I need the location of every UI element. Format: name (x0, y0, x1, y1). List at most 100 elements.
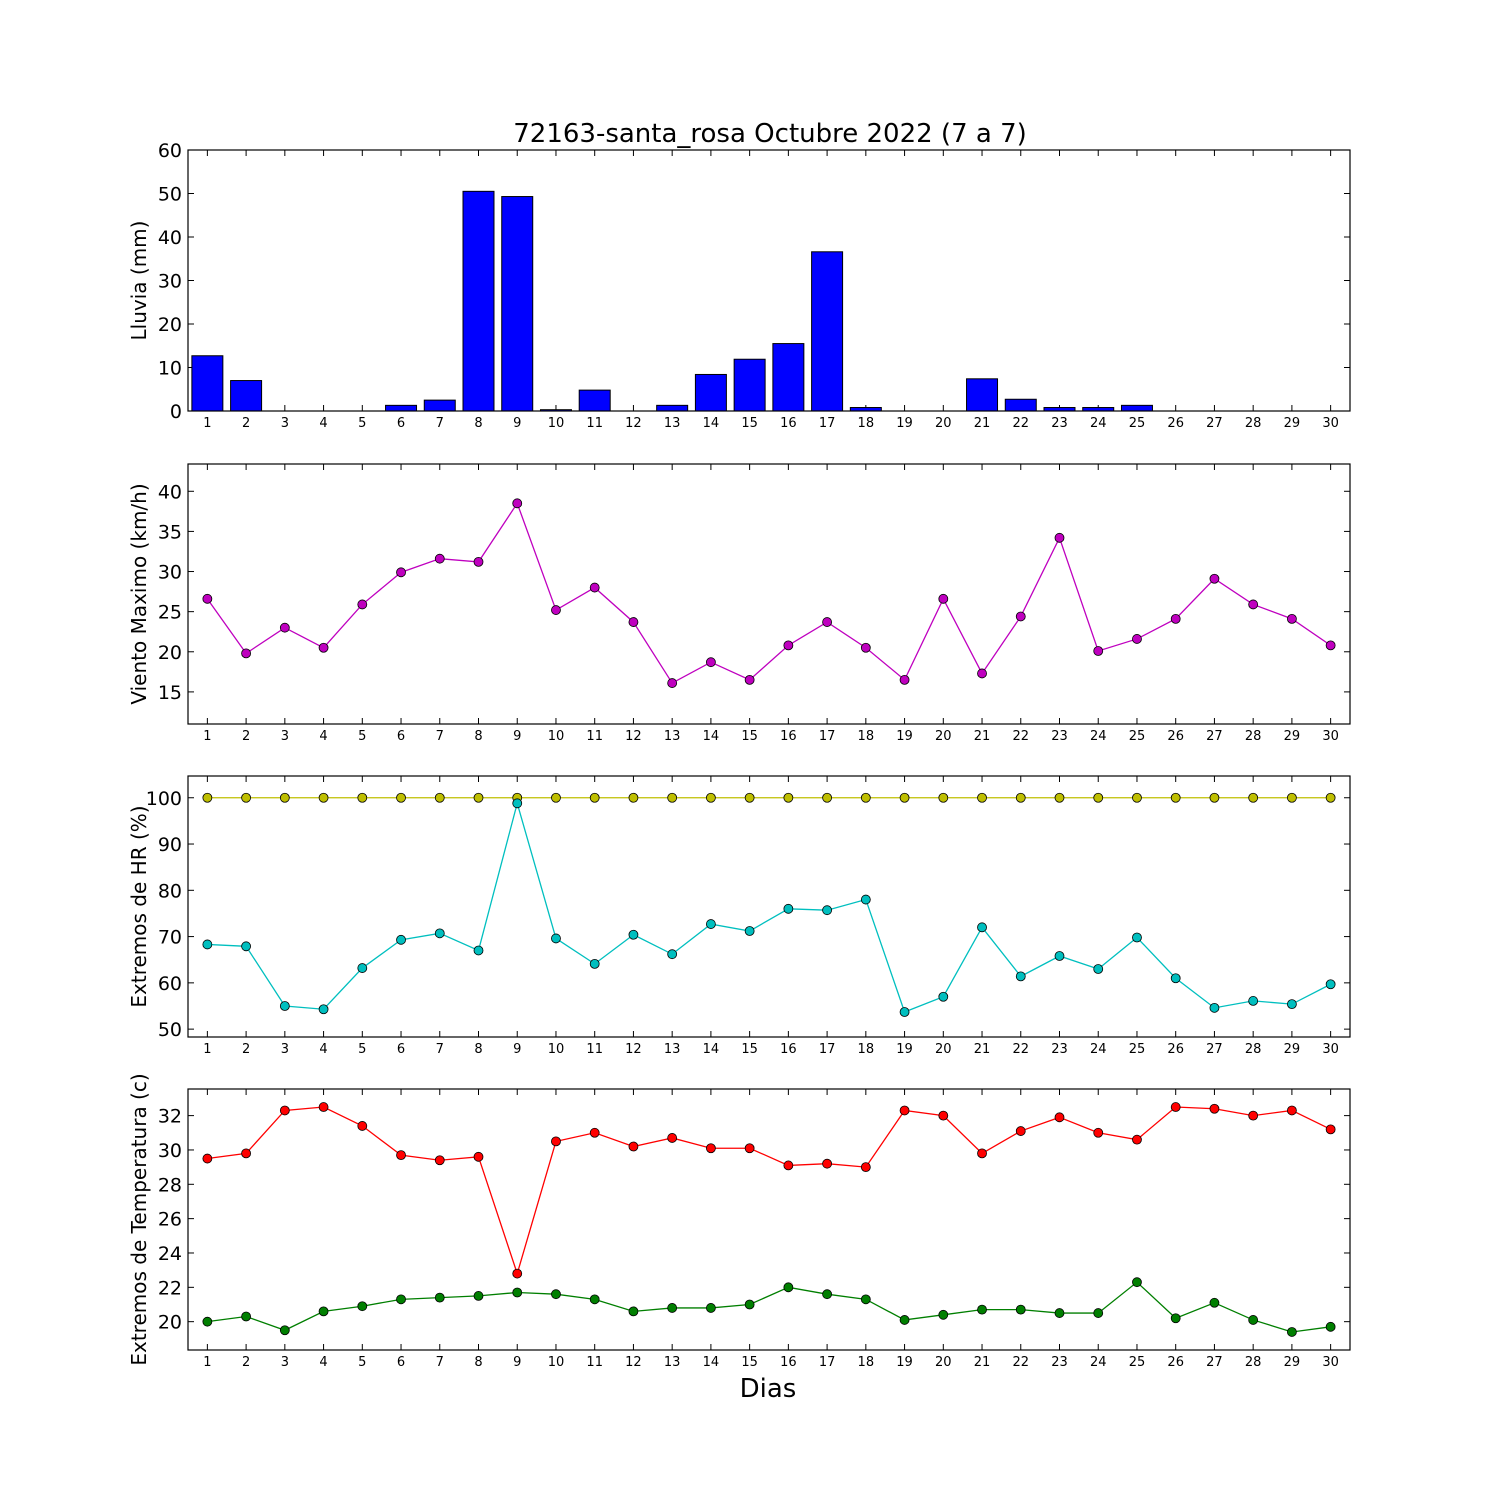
data-point (1015, 611, 1026, 622)
data-point (899, 1315, 910, 1325)
x-tick-label: 17 (819, 729, 836, 744)
data-point (1093, 964, 1104, 974)
data-point (1132, 932, 1142, 943)
plot-area (188, 150, 1350, 411)
x-axis-label: Dias (740, 1374, 797, 1404)
data-point (473, 792, 484, 803)
x-tick-label: 24 (1090, 729, 1107, 744)
data-point (279, 1001, 290, 1011)
data-point (318, 642, 329, 653)
x-tick-label: 11 (586, 729, 603, 744)
data-point (1248, 1110, 1259, 1121)
data-point (1015, 971, 1026, 982)
data-point (744, 792, 755, 803)
data-point (1170, 613, 1181, 624)
y-axis-label: Lluvia (mm) (127, 221, 151, 341)
data-point (860, 792, 871, 803)
data-point (860, 642, 871, 653)
data-point (1132, 1134, 1142, 1145)
x-tick-label: 13 (664, 1042, 681, 1057)
data-point (744, 1299, 755, 1310)
y-axis-label: Extremos de Temperatura (c) (127, 1073, 151, 1365)
y-tick-label: 40 (158, 481, 182, 503)
data-point (1015, 1126, 1026, 1136)
x-tick-label: 1 (203, 1042, 211, 1057)
data-point (241, 792, 252, 803)
x-tick-label: 19 (896, 1355, 913, 1370)
data-point (1093, 1308, 1104, 1318)
data-point (628, 792, 639, 803)
data-point (551, 933, 561, 944)
data-point (706, 1303, 716, 1313)
plot-frame (187, 775, 1351, 1038)
chart-title: 72163-santa_rosa Octubre 2022 (7 a 7) (513, 119, 1027, 149)
data-point (434, 928, 445, 939)
x-tick-label: 3 (281, 729, 289, 744)
x-tick-label: 25 (1129, 729, 1146, 744)
x-tick-label: 21 (974, 1042, 991, 1057)
x-tick-label: 11 (586, 1355, 603, 1370)
x-tick-label: 29 (1284, 729, 1301, 744)
data-point (1325, 1124, 1336, 1135)
data-point (396, 1294, 406, 1305)
data-point (357, 1121, 368, 1131)
x-tick-label: 17 (819, 416, 836, 431)
data-point (1325, 979, 1336, 990)
x-tick-label: 10 (548, 729, 565, 744)
data-point (1170, 1102, 1181, 1112)
y-tick-label: 40 (158, 227, 182, 249)
x-tick-label: 27 (1206, 729, 1223, 744)
data-point (279, 792, 290, 803)
data-point (667, 1133, 678, 1143)
data-point (357, 1301, 368, 1312)
data-point (318, 1306, 329, 1317)
data-point (434, 553, 445, 564)
x-tick-label: 2 (242, 729, 250, 744)
data-point (202, 593, 213, 604)
data-point (1054, 951, 1065, 961)
data-point (357, 599, 368, 610)
x-tick-label: 19 (896, 1042, 913, 1057)
x-tick-label: 14 (703, 416, 720, 431)
x-tick-label: 30 (1322, 416, 1339, 431)
x-tick-label: 9 (513, 729, 521, 744)
x-tick-label: 11 (586, 1042, 603, 1057)
data-point (860, 1162, 871, 1173)
data-point (589, 958, 600, 969)
x-tick-label: 21 (974, 1355, 991, 1370)
x-tick-label: 13 (664, 729, 681, 744)
data-point (202, 939, 213, 950)
data-point (1209, 1297, 1220, 1308)
x-tick-label: 7 (436, 1042, 444, 1057)
data-point (1209, 1002, 1220, 1013)
data-point (202, 1153, 213, 1164)
y-tick-label: 20 (158, 642, 182, 664)
data-point (822, 905, 832, 916)
data-point (241, 648, 252, 659)
x-tick-label: 4 (319, 729, 327, 744)
x-tick-label: 25 (1129, 416, 1146, 431)
bar (423, 399, 456, 412)
x-tick-label: 25 (1129, 1042, 1146, 1057)
data-point (1015, 792, 1026, 803)
y-tick-label: 30 (158, 271, 182, 293)
data-point (744, 674, 755, 685)
data-point (357, 792, 368, 803)
data-point (1287, 613, 1297, 624)
y-tick-label: 70 (158, 927, 182, 949)
data-point (241, 941, 252, 952)
data-point (1325, 1321, 1336, 1332)
data-point (938, 1309, 949, 1320)
data-point (977, 1148, 987, 1159)
x-tick-label: 30 (1322, 1355, 1339, 1370)
data-point (1054, 792, 1065, 803)
y-tick-label: 30 (158, 562, 182, 584)
data-point (1325, 792, 1336, 803)
y-tick-label: 20 (158, 1312, 182, 1334)
data-point (1248, 792, 1259, 803)
data-point (783, 640, 794, 651)
data-point (899, 792, 910, 803)
data-point (822, 1158, 832, 1169)
data-point (938, 1110, 949, 1121)
